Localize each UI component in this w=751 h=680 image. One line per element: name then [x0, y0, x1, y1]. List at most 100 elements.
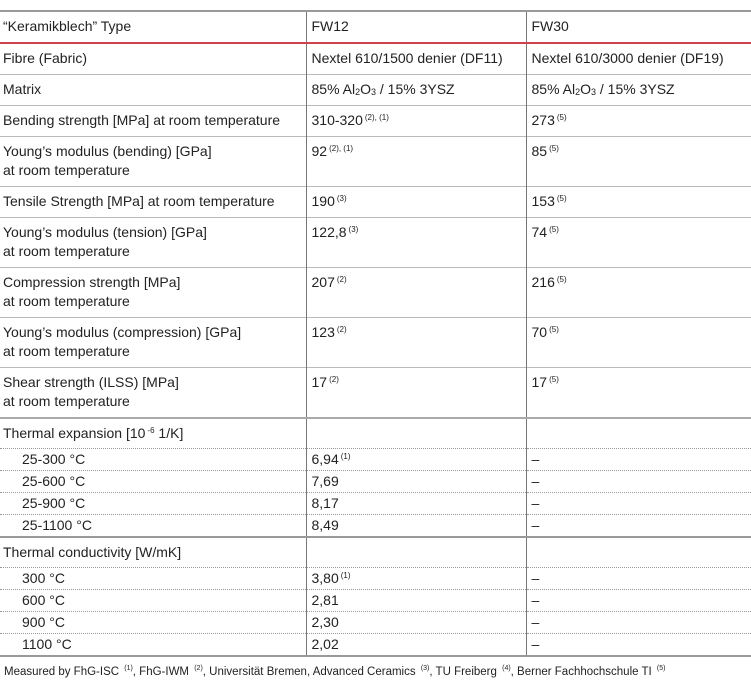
- reference-mark: (1): [340, 452, 351, 461]
- label-line: Fibre (Fabric): [3, 50, 88, 66]
- reference-mark: (5): [549, 325, 559, 334]
- value: 70: [531, 324, 548, 340]
- properties-table-container: “Keramikblech” Type FW12 FW30 Fibre (Fab…: [0, 10, 751, 657]
- reference-mark: (2), (1): [329, 144, 354, 153]
- value: 17: [311, 374, 328, 390]
- section-row: Thermal conductivity [W/mK]: [0, 537, 751, 568]
- reference-mark: (2): [336, 275, 347, 284]
- fw12-value: 310-320 (2), (1): [305, 105, 526, 137]
- value: 2,02: [311, 636, 339, 652]
- empty-cell: [305, 537, 526, 568]
- label-line: Young’s modulus (compression) [GPa]: [3, 324, 242, 340]
- table-row: Shear strength (ILSS) [MPa] at room tempe…: [0, 367, 751, 419]
- temperature: 1100 °C: [22, 636, 72, 652]
- fw30-value: –: [525, 633, 751, 656]
- fw12-value: 123 (2): [305, 317, 526, 368]
- fw12-value: 17 (2): [305, 367, 526, 418]
- value: 8,49: [311, 517, 339, 533]
- reference-mark: (2): [329, 375, 339, 384]
- fw30-value: 85% Al2O3 / 15% 3YSZ: [525, 74, 751, 106]
- temperature: 600 °C: [22, 592, 65, 608]
- header-row: “Keramikblech” Type FW12 FW30: [0, 11, 751, 43]
- reference-mark: (5): [549, 225, 559, 234]
- value: 216: [531, 274, 555, 290]
- fw12-value: 207 (2): [305, 267, 526, 318]
- value: 123: [311, 324, 335, 340]
- reference-mark: (5): [549, 375, 559, 384]
- fw12-value: 122,8 (3): [305, 217, 526, 268]
- temperature: 300 °C: [22, 570, 65, 586]
- matrix-part: O: [360, 81, 371, 97]
- fw30-value: –: [525, 448, 751, 471]
- label-line: at room temperature: [3, 393, 130, 409]
- empty-cell: [525, 418, 751, 449]
- fw30-value: Nextel 610/3000 denier (DF19): [525, 43, 751, 75]
- table-row: Young’s modulus (tension) [GPa] at room t…: [0, 217, 751, 268]
- footnote-ref: (2): [194, 665, 203, 672]
- table-row: Young’s modulus (bending) [GPa] at room t…: [0, 136, 751, 187]
- matrix-part: 2: [355, 87, 361, 97]
- reference-mark: (2), (1): [364, 113, 389, 122]
- fw12-value: 6,94 (1): [305, 448, 526, 471]
- label-line: Matrix: [3, 81, 42, 97]
- fw12-value: 7,69: [305, 470, 526, 493]
- label-line: Compression strength [MPa]: [3, 274, 181, 290]
- fw12-value: 92 (2), (1): [305, 136, 526, 187]
- sub-row: 25-900 °C 8,17 –: [0, 492, 751, 515]
- matrix-part: / 15% 3YSZ: [596, 81, 675, 97]
- table-row: Tensile Strength [MPa] at room temperatu…: [0, 186, 751, 218]
- value: 2,30: [311, 614, 339, 630]
- matrix-part: 85% Al: [531, 81, 576, 97]
- sub-row: 25-300 °C 6,94 (1) –: [0, 448, 751, 471]
- fw12-value: Nextel 610/1500 denier (DF11): [305, 43, 526, 75]
- empty-cell: [525, 537, 751, 568]
- table-row: Bending strength [MPa] at room temperatu…: [0, 105, 751, 137]
- property-label: Tensile Strength [MPa] at room temperatu…: [0, 187, 306, 218]
- fw30-value: 74 (5): [525, 217, 751, 268]
- table-row: Compression strength [MPa] at room temper…: [0, 267, 751, 318]
- empty-cell: [305, 418, 526, 449]
- footnote-ref: (5): [656, 665, 666, 672]
- property-label: Matrix: [0, 75, 306, 106]
- footnote-ref: (1): [124, 665, 133, 672]
- sub-row: 600 °C 2,81 –: [0, 589, 751, 612]
- temperature: 25-900 °C: [22, 495, 86, 511]
- property-label: Young’s modulus (tension) [GPa] at room t…: [0, 218, 306, 268]
- property-label: Shear strength (ILSS) [MPa] at room tempe…: [0, 368, 306, 419]
- value: Nextel 610/3000 denier (DF19): [531, 50, 724, 66]
- footnote-text: , TU Freiberg: [429, 666, 501, 678]
- footnote-text: Measured by FhG-ISC: [4, 666, 123, 678]
- footnote-ref: (4): [502, 665, 511, 672]
- label-line: at room temperature: [3, 243, 130, 259]
- value: 153: [531, 193, 555, 209]
- fw12-value: 3,80 (1): [305, 567, 526, 590]
- reference-mark: (5): [549, 144, 559, 153]
- label-line: Tensile Strength [MPa] at room temperatu…: [3, 193, 275, 209]
- section-title: Thermal expansion [10 -6 1/K]: [0, 418, 306, 449]
- table-row: Young’s modulus (compression) [GPa] at ro…: [0, 317, 751, 368]
- matrix-part: 85% Al: [311, 81, 356, 97]
- footnote-text: , FhG-IWM: [132, 666, 193, 678]
- value: 17: [531, 374, 548, 390]
- footnote-ref: (3): [420, 665, 430, 672]
- value: 6,94: [311, 451, 339, 467]
- fw30-value: 153 (5): [525, 186, 751, 218]
- sub-row: 25-600 °C 7,69 –: [0, 470, 751, 493]
- property-label: Fibre (Fabric): [0, 43, 306, 75]
- fw30-value: –: [525, 589, 751, 612]
- sub-row: 25-1100 °C 8,49 –: [0, 514, 751, 537]
- fw30-value: –: [525, 567, 751, 590]
- value: 74: [531, 224, 548, 240]
- label-line: at room temperature: [3, 293, 130, 309]
- label-line: Young’s modulus (bending) [GPa]: [3, 143, 212, 159]
- label-line: Young’s modulus (tension) [GPa]: [3, 224, 207, 240]
- footnote-text: , Berner Fachhochschule TI: [510, 666, 655, 678]
- table-row: Fibre (Fabric) Nextel 610/1500 denier (DF…: [0, 43, 751, 75]
- properties-table: “Keramikblech” Type FW12 FW30 Fibre (Fab…: [0, 10, 751, 657]
- value: 7,69: [311, 473, 339, 489]
- table-row: Matrix 85% Al2O3 / 15% 3YSZ 85% Al2O3 / 15…: [0, 74, 751, 106]
- value: 190: [311, 193, 335, 209]
- header-type: “Keramikblech” Type: [3, 18, 132, 34]
- fw30-value: 85 (5): [525, 136, 751, 187]
- reference-mark: (3): [336, 194, 347, 203]
